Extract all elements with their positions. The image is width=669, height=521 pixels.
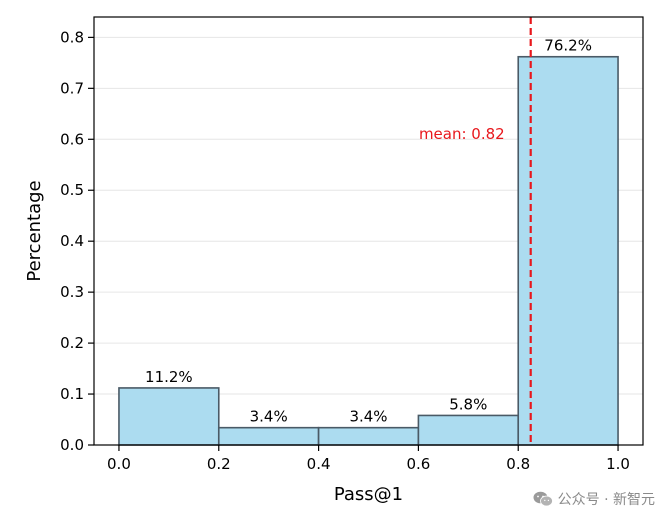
bar-label-4: 76.2% [544,37,592,55]
y-tick-label-2: 0.2 [60,334,84,352]
bar-label-3: 5.8% [449,395,487,413]
y-tick-label-7: 0.7 [60,79,84,97]
bar-1 [217,426,320,446]
bars [118,55,619,446]
x-tick-label-0: 0.0 [107,455,131,473]
plot-frame [93,16,644,446]
y-tick-label-8: 0.8 [60,28,84,46]
bar-label-1: 3.4% [250,408,288,426]
x-tick-label-5: 1.0 [606,455,630,473]
y-tick-label-5: 0.5 [60,181,84,199]
bar-labels: 11.2% 3.4% 3.4% 5.8% 76.2% [145,37,592,426]
watermark: 公众号 · 新智元 [533,489,655,509]
bar-3 [417,414,520,446]
x-axis-title: Pass@1 [334,484,403,505]
wechat-icon [533,491,553,507]
mean-label: mean: 0.82 [419,125,505,143]
y-tick-label-6: 0.6 [60,130,84,148]
x-tick-label-2: 0.4 [307,455,331,473]
watermark-text: 公众号 · 新智元 [557,492,655,508]
y-tick-label-4: 0.4 [60,232,84,250]
y-tick-label-0: 0.0 [60,436,84,454]
x-tick-label-1: 0.2 [207,455,231,473]
bar-4 [517,55,619,446]
bar-label-2: 3.4% [349,408,387,426]
x-axis-ticks: 0.0 0.2 0.4 0.6 0.8 1.0 [107,445,630,473]
x-tick-label-4: 0.8 [506,455,530,473]
y-axis-title: Percentage [24,180,45,281]
y-tick-label-3: 0.3 [60,283,84,301]
x-tick-label-3: 0.6 [406,455,430,473]
y-tick-label-1: 0.1 [60,385,84,403]
y-axis-ticks: 0.0 0.1 0.2 0.3 0.4 0.5 0.6 0.7 0.8 [60,28,94,454]
bar-label-0: 11.2% [145,368,193,386]
mean-marker: mean: 0.82 [419,17,532,445]
bar-2 [317,426,420,446]
bar-0 [118,387,220,446]
